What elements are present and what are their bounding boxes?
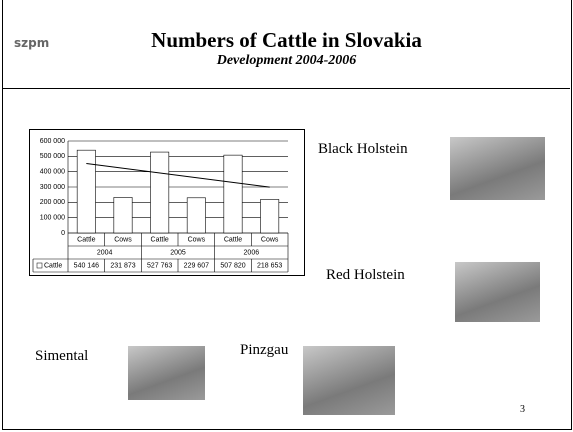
photo-label: Simental <box>35 348 88 365</box>
legend-swatch <box>37 263 42 268</box>
subtitle: Development 2004-2006 <box>0 53 573 69</box>
x-tick-label: Cows <box>114 236 132 243</box>
x-tick-label: Cows <box>261 236 279 243</box>
group-label: 2005 <box>170 249 186 256</box>
data-label: 231 873 <box>110 262 135 269</box>
header-rule <box>2 88 570 89</box>
photo <box>450 137 545 200</box>
bar <box>224 155 242 233</box>
y-tick-label: 200 000 <box>40 199 65 206</box>
chart: 0 100 000 200 000 300 000 400 000 500 000 600 … <box>29 129 306 277</box>
bar <box>187 198 205 233</box>
x-tick-label: Cows <box>188 236 206 243</box>
photo <box>455 262 540 322</box>
data-label: 229 607 <box>184 262 209 269</box>
title: Numbers of Cattle in Slovakia <box>0 28 573 53</box>
slide: szpm Numbers of Cattle in Slovakia Devel… <box>0 0 573 432</box>
bar <box>114 197 132 233</box>
bar <box>77 150 95 233</box>
photo-label: Black Holstein <box>318 141 408 158</box>
y-tick-label: 600 000 <box>40 138 65 145</box>
x-tick-label: Cattle <box>77 236 95 243</box>
data-label: 507 820 <box>220 262 245 269</box>
data-label: 218 653 <box>257 262 282 269</box>
group-label: 2004 <box>97 249 113 256</box>
photo <box>303 346 395 415</box>
bar <box>261 199 279 233</box>
y-tick-label: 300 000 <box>40 184 65 191</box>
bar <box>151 152 169 233</box>
y-tick-label: 100 000 <box>40 215 65 222</box>
group-label: 2006 <box>244 249 260 256</box>
y-tick-label: 0 <box>61 230 65 237</box>
photo <box>128 346 205 400</box>
legend-label: Cattle <box>44 262 62 269</box>
photo-label: Red Holstein <box>326 267 405 284</box>
photo-label: Pinzgau <box>240 342 288 359</box>
page-number: 3 <box>520 404 525 415</box>
y-tick-label: 500 000 <box>40 153 65 160</box>
x-tick-label: Cattle <box>151 236 169 243</box>
x-tick-label: Cattle <box>224 236 242 243</box>
data-label: 527 763 <box>147 262 172 269</box>
data-label: 540 146 <box>74 262 99 269</box>
y-tick-label: 400 000 <box>40 169 65 176</box>
